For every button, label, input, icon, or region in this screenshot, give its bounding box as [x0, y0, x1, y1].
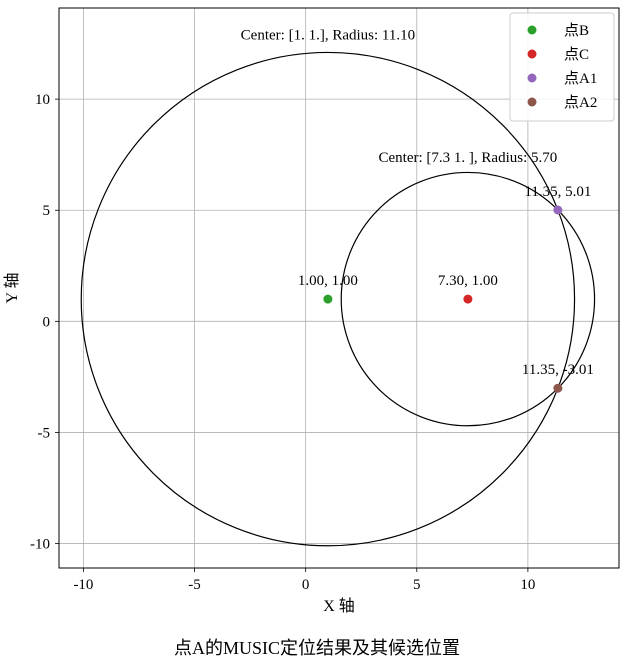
ticks: -10 -5 0 5 10 -10 -5 0 5 10: [30, 92, 535, 593]
y-tick-label: -10: [30, 537, 50, 553]
data-label: 11.35, 5.01: [524, 184, 591, 200]
circles: [80, 51, 596, 547]
range-circle: [340, 171, 596, 427]
range-circle: [80, 51, 576, 547]
legend-label: 点B: [564, 22, 589, 39]
chart-svg: Center: [1. 1.], Radius: 11.10 Center: [7…: [3, 7, 620, 615]
legend-marker: [527, 49, 537, 59]
y-axis-label: Y 轴: [3, 273, 21, 304]
data-point: [463, 294, 473, 304]
legend-marker: [527, 25, 537, 35]
data-point: [553, 383, 563, 393]
y-tick-label: 5: [43, 203, 51, 219]
legend-label: 点A1: [564, 70, 597, 87]
x-axis-label: X 轴: [323, 597, 355, 615]
y-tick-label: 0: [43, 314, 51, 330]
data-label: 1.00, 1.00: [298, 273, 358, 289]
x-tick-label: 10: [520, 577, 535, 593]
x-tick-label: -10: [73, 577, 93, 593]
legend-label: 点C: [564, 46, 589, 63]
legend-marker: [527, 97, 537, 107]
x-tick-label: -5: [188, 577, 201, 593]
x-tick-label: 5: [413, 577, 421, 593]
data-point: [323, 294, 333, 304]
annotations: Center: [1. 1.], Radius: 11.10 Center: [7…: [241, 28, 594, 379]
circle-label: Center: [1. 1.], Radius: 11.10: [241, 28, 415, 44]
legend-marker: [527, 73, 537, 83]
data-label: 7.30, 1.00: [438, 273, 498, 289]
y-tick-label: -5: [38, 425, 51, 441]
circle-label: Center: [7.3 1. ], Radius: 5.70: [379, 150, 558, 166]
plot-frame: [58, 7, 620, 569]
legend-label: 点A2: [564, 94, 597, 111]
y-tick-label: 10: [35, 92, 50, 108]
data-label: 11.35, -3.01: [522, 362, 594, 378]
legend: 点B 点C 点A1 点A2: [509, 12, 615, 122]
legend-box: [509, 12, 615, 122]
data-point: [553, 205, 563, 215]
x-tick-label: 0: [302, 577, 310, 593]
points: [323, 205, 563, 393]
figure-caption: 点A的MUSIC定位结果及其候选位置: [173, 638, 460, 658]
